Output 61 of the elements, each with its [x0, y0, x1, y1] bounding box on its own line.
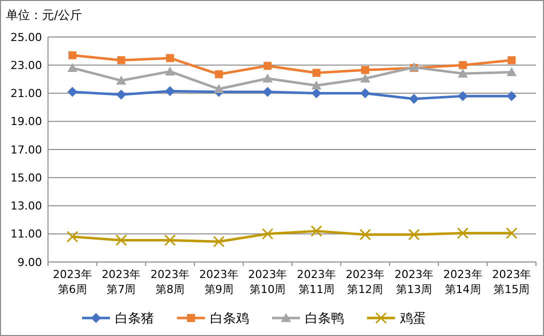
point [508, 56, 516, 64]
point [264, 62, 272, 70]
point [360, 73, 370, 82]
legend-label: 鸡蛋 [399, 312, 426, 327]
x-tick-label: 2023年第15周 [492, 268, 532, 296]
y-tick-label: 21.00 [10, 87, 42, 100]
point [409, 94, 419, 104]
x-tick-label: 2023年第12周 [346, 268, 385, 296]
point [164, 234, 176, 246]
point [506, 227, 518, 239]
x-tick-label: 2023年第6周 [52, 268, 92, 296]
point [67, 62, 78, 72]
x-tick-label: 2023年第7周 [102, 268, 141, 296]
x-tick-label: 2023年第8周 [150, 268, 190, 296]
point [359, 228, 371, 240]
point [213, 236, 225, 248]
point [115, 234, 127, 246]
point [116, 90, 126, 100]
point [312, 68, 320, 77]
point [214, 84, 224, 94]
y-tick-label: 13.00 [10, 200, 42, 213]
point [360, 88, 370, 98]
point [506, 91, 517, 102]
point [262, 73, 273, 82]
x-tick-label: 2023年第13周 [394, 268, 434, 296]
point [311, 80, 322, 90]
y-tick-label: 11.00 [10, 228, 42, 241]
point [310, 225, 322, 237]
point [68, 51, 76, 60]
x-tick-label: 2023年第11周 [296, 268, 336, 296]
y-tick-label: 25.00 [10, 30, 42, 44]
point [66, 230, 78, 242]
point [165, 86, 175, 96]
chart-title: 单位：元/公斤 [6, 8, 82, 22]
point [166, 54, 174, 62]
point [457, 227, 469, 239]
y-tick-label: 17.00 [10, 143, 42, 156]
point [165, 66, 175, 76]
point [458, 91, 468, 102]
point [311, 88, 322, 98]
point [117, 56, 126, 64]
point [408, 228, 420, 240]
point [361, 66, 370, 74]
point [506, 67, 517, 76]
legend-label: 白条鸭 [305, 312, 344, 327]
legend-label: 白条猪 [115, 312, 154, 327]
point [116, 76, 126, 85]
point [262, 228, 274, 240]
y-tick-label: 9.00 [18, 256, 42, 269]
point [458, 61, 467, 70]
x-tick-label: 2023年第14周 [443, 268, 482, 296]
y-tick-label: 15.00 [10, 171, 42, 184]
x-tick-label: 2023年第10周 [248, 268, 288, 296]
y-tick-label: 19.00 [10, 115, 42, 128]
x-tick-label: 2023年第9周 [199, 268, 238, 296]
point [214, 70, 223, 78]
point [458, 68, 468, 78]
y-tick-label: 23.00 [10, 58, 42, 72]
point [262, 86, 273, 97]
point [67, 86, 78, 97]
legend-label: 白条鸡 [210, 312, 249, 327]
